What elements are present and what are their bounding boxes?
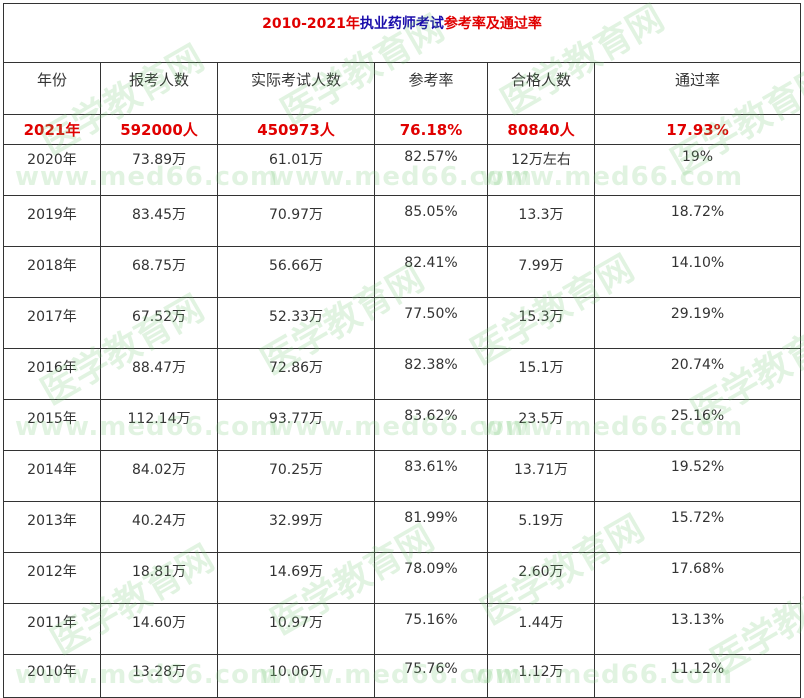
cell-pass-rate: 19.52% [593, 450, 802, 502]
header-passed: 合格人数 [487, 62, 595, 115]
cell-attendance-rate: 82.38% [374, 348, 488, 400]
cell-year: 2020年 [3, 144, 101, 196]
table-row: 2020年 73.89万 61.01万 82.57% 12万左右 19% [3, 144, 802, 196]
cell-year: 2010年 [3, 654, 101, 698]
table-row: 2013年 40.24万 32.99万 81.99% 5.19万 15.72% [3, 501, 802, 553]
cell-attendance-rate: 75.76% [374, 654, 488, 698]
cell-year: 2015年 [3, 399, 101, 451]
cell-pass-rate: 25.16% [593, 399, 802, 451]
cell-examinees: 10.97万 [217, 603, 375, 655]
cell-pass-rate: 13.13% [593, 603, 802, 655]
cell-year: 2014年 [3, 450, 101, 502]
highlight-attendance-rate: 76.18% [374, 114, 488, 145]
cell-examinees: 10.06万 [217, 654, 375, 698]
cell-examinees: 72.86万 [217, 348, 375, 400]
cell-passed: 15.3万 [487, 297, 595, 349]
header-pass-rate: 通过率 [593, 62, 802, 115]
cell-pass-rate: 11.12% [593, 654, 802, 698]
cell-examinees: 93.77万 [217, 399, 375, 451]
cell-registrants: 13.28万 [100, 654, 218, 698]
cell-year: 2016年 [3, 348, 101, 400]
cell-registrants: 84.02万 [100, 450, 218, 502]
cell-registrants: 14.60万 [100, 603, 218, 655]
highlight-year: 2021年 [3, 114, 101, 145]
table-row: 2014年 84.02万 70.25万 83.61% 13.71万 19.52% [3, 450, 802, 502]
cell-passed: 1.44万 [487, 603, 595, 655]
header-examinees: 实际考试人数 [217, 62, 375, 115]
cell-pass-rate: 19% [593, 144, 802, 196]
cell-passed: 23.5万 [487, 399, 595, 451]
cell-passed: 15.1万 [487, 348, 595, 400]
stats-table-container: 2010-2021年执业药师考试参考率及通过率 年份 报考人数 实际考试人数 参… [2, 3, 802, 698]
table-title: 2010-2021年执业药师考试参考率及通过率 [2, 3, 802, 63]
cell-examinees: 70.97万 [217, 195, 375, 247]
cell-pass-rate: 20.74% [593, 348, 802, 400]
cell-pass-rate: 17.68% [593, 552, 802, 604]
table-row: 2017年 67.52万 52.33万 77.50% 15.3万 29.19% [3, 297, 802, 349]
table-row: 2012年 18.81万 14.69万 78.09% 2.60万 17.68% [3, 552, 802, 604]
cell-examinees: 56.66万 [217, 246, 375, 298]
cell-registrants: 112.14万 [100, 399, 218, 451]
cell-examinees: 52.33万 [217, 297, 375, 349]
cell-registrants: 68.75万 [100, 246, 218, 298]
title-row: 2010-2021年执业药师考试参考率及通过率 [2, 3, 802, 63]
cell-pass-rate: 15.72% [593, 501, 802, 553]
cell-passed: 12万左右 [487, 144, 595, 196]
cell-attendance-rate: 81.99% [374, 501, 488, 553]
exam-stats-table: 2010-2021年执业药师考试参考率及通过率 年份 报考人数 实际考试人数 参… [2, 3, 802, 698]
highlight-examinees: 450973人 [217, 114, 375, 145]
cell-passed: 13.3万 [487, 195, 595, 247]
header-row: 年份 报考人数 实际考试人数 参考率 合格人数 通过率 [3, 62, 802, 115]
cell-year: 2012年 [3, 552, 101, 604]
cell-passed: 2.60万 [487, 552, 595, 604]
cell-examinees: 70.25万 [217, 450, 375, 502]
cell-pass-rate: 18.72% [593, 195, 802, 247]
cell-attendance-rate: 82.41% [374, 246, 488, 298]
cell-attendance-rate: 85.05% [374, 195, 488, 247]
cell-year: 2019年 [3, 195, 101, 247]
cell-attendance-rate: 78.09% [374, 552, 488, 604]
highlight-registrants: 592000人 [100, 114, 218, 145]
cell-pass-rate: 29.19% [593, 297, 802, 349]
cell-registrants: 18.81万 [100, 552, 218, 604]
header-attendance-rate: 参考率 [374, 62, 488, 115]
highlight-passed: 80840人 [487, 114, 595, 145]
cell-examinees: 14.69万 [217, 552, 375, 604]
cell-passed: 7.99万 [487, 246, 595, 298]
cell-attendance-rate: 77.50% [374, 297, 488, 349]
table-row: 2010年 13.28万 10.06万 75.76% 1.12万 11.12% [3, 654, 802, 698]
cell-passed: 13.71万 [487, 450, 595, 502]
header-registrants: 报考人数 [100, 62, 218, 115]
cell-year: 2017年 [3, 297, 101, 349]
title-exam: 执业药师考试 [359, 16, 444, 32]
table-row: 2019年 83.45万 70.97万 85.05% 13.3万 18.72% [3, 195, 802, 247]
highlight-pass-rate: 17.93% [593, 114, 802, 145]
cell-examinees: 61.01万 [217, 144, 375, 196]
header-year: 年份 [3, 62, 101, 115]
table-row: 2018年 68.75万 56.66万 82.41% 7.99万 14.10% [3, 246, 802, 298]
cell-year: 2013年 [3, 501, 101, 553]
title-years: 2010-2021年 [262, 16, 360, 32]
title-rates: 参考率及通过率 [443, 16, 542, 32]
table-row: 2011年 14.60万 10.97万 75.16% 1.44万 13.13% [3, 603, 802, 655]
cell-attendance-rate: 83.62% [374, 399, 488, 451]
table-row: 2015年 112.14万 93.77万 83.62% 23.5万 25.16% [3, 399, 802, 451]
cell-registrants: 88.47万 [100, 348, 218, 400]
cell-year: 2011年 [3, 603, 101, 655]
cell-passed: 1.12万 [487, 654, 595, 698]
highlight-row: 2021年 592000人 450973人 76.18% 80840人 17.9… [3, 114, 802, 145]
table-row: 2016年 88.47万 72.86万 82.38% 15.1万 20.74% [3, 348, 802, 400]
cell-pass-rate: 14.10% [593, 246, 802, 298]
cell-registrants: 73.89万 [100, 144, 218, 196]
cell-registrants: 83.45万 [100, 195, 218, 247]
cell-attendance-rate: 82.57% [374, 144, 488, 196]
cell-registrants: 67.52万 [100, 297, 218, 349]
cell-examinees: 32.99万 [217, 501, 375, 553]
cell-registrants: 40.24万 [100, 501, 218, 553]
cell-year: 2018年 [3, 246, 101, 298]
cell-attendance-rate: 75.16% [374, 603, 488, 655]
cell-passed: 5.19万 [487, 501, 595, 553]
cell-attendance-rate: 83.61% [374, 450, 488, 502]
